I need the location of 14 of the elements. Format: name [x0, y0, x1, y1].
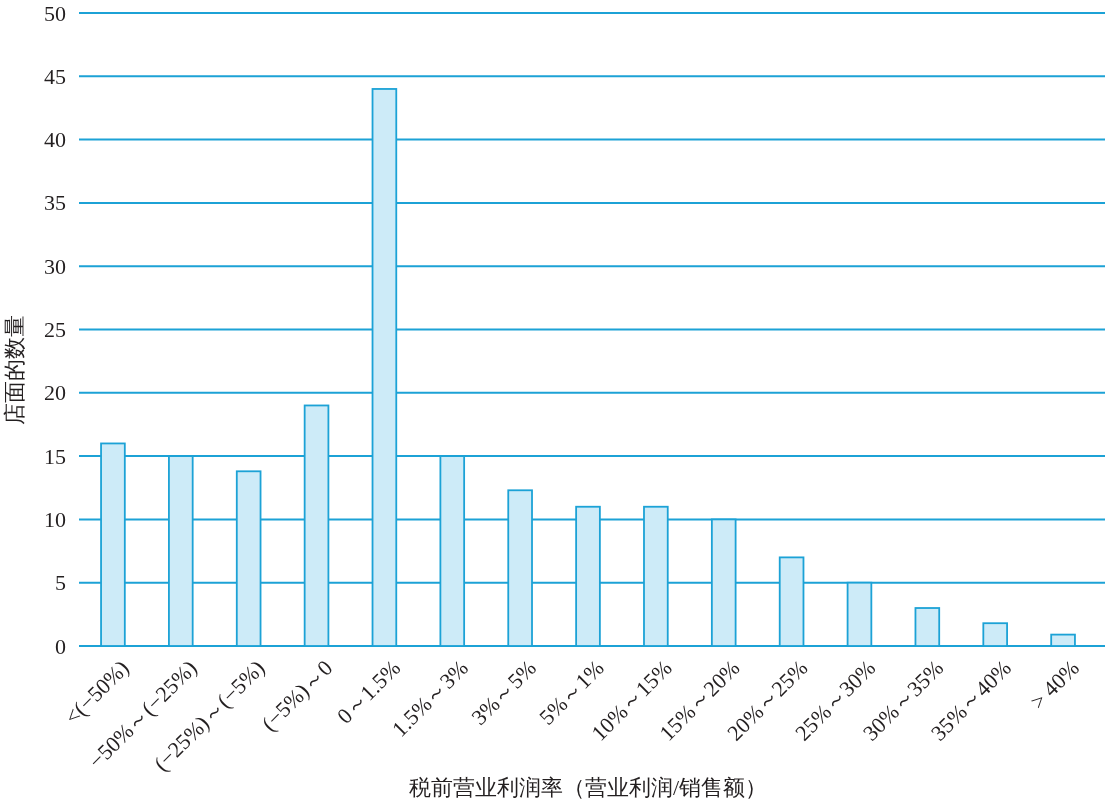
x-label: 税前营业利润率（营业利润/销售额） [408, 775, 768, 800]
y-tick-label: 20 [44, 380, 66, 406]
y-tick-label: 50 [44, 0, 66, 26]
y-tick-label: 40 [44, 127, 66, 153]
y-tick-label: 45 [44, 63, 66, 89]
y-tick-label: 25 [44, 317, 66, 342]
y-tick-label: 35 [44, 190, 66, 216]
y-tick-label: 5 [55, 570, 66, 596]
x-tick-label: > 40% [1025, 655, 1084, 715]
y-tick-label: 15 [44, 443, 66, 469]
y-tick-label: 0 [55, 633, 66, 659]
y-label: 店面的数量 [2, 314, 27, 425]
y-tick-label: 30 [44, 253, 66, 279]
y-tick-label: 10 [44, 506, 66, 532]
